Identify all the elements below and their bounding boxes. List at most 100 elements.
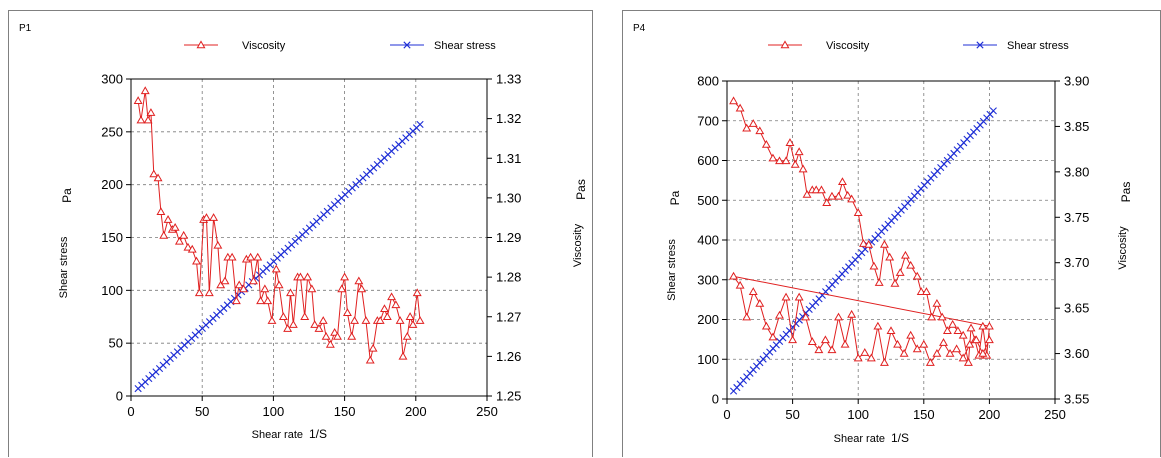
viscosity-point: [729, 96, 739, 105]
viscosity-point: [906, 260, 916, 269]
viscosity-point: [391, 300, 401, 309]
chart-panel-p4: P4 0 100 200 300 400 500 600 700 800 3.55 3.60 3.65…: [622, 10, 1161, 457]
viscosity-point: [958, 330, 968, 339]
viscosity-point: [885, 252, 895, 261]
viscosity-point: [748, 287, 758, 295]
viscosity-point: [879, 358, 889, 366]
y-left-axis-label: Shear stress: [58, 236, 70, 298]
y-right-axis-label: Viscosity: [572, 223, 584, 267]
x-tick-label: 100: [263, 404, 285, 419]
viscosity-point: [227, 252, 237, 261]
viscosity-point: [925, 358, 935, 366]
y-left-axis-unit: Pa: [60, 188, 74, 203]
x-axis-unit: 1/S: [891, 431, 909, 445]
viscosity-point: [204, 288, 214, 297]
viscosity-point: [202, 213, 211, 221]
viscosity-point: [209, 213, 219, 221]
y-right-tick-label: 1.31: [496, 151, 521, 166]
y-left-tick-label: 200: [697, 312, 719, 327]
viscosity-point: [811, 185, 821, 194]
viscosity-point: [278, 312, 288, 320]
viscosity-point: [260, 284, 270, 293]
viscosity-point: [874, 278, 884, 286]
viscosity-point: [866, 353, 876, 362]
viscosity-point: [143, 115, 153, 124]
viscosity-point: [163, 215, 173, 223]
viscosity-point: [939, 338, 948, 346]
viscosity-point: [807, 337, 817, 345]
x-tick-label: 0: [127, 404, 134, 419]
viscosity-point: [408, 320, 418, 328]
viscosity-point: [271, 264, 281, 273]
viscosity-point: [274, 280, 284, 289]
viscosity-point: [192, 256, 201, 265]
legend-viscosity-label: Viscosity: [242, 40, 286, 52]
y-left-tick-label: 800: [697, 74, 719, 89]
viscosity-point: [780, 40, 790, 49]
viscosity-point: [133, 96, 143, 104]
viscosity-point: [785, 138, 795, 146]
y-left-tick-label: 0: [116, 389, 123, 404]
viscosity-point: [984, 321, 994, 330]
y-left-tick-label: 700: [697, 113, 719, 128]
viscosity-point: [361, 316, 371, 324]
viscosity-point: [140, 86, 150, 95]
y-left-axis-label: Shear stress: [666, 239, 678, 301]
viscosity-point: [840, 339, 850, 348]
viscosity-point: [253, 252, 263, 261]
viscosity-point: [919, 339, 929, 348]
viscosity-point: [283, 324, 293, 332]
legend-shear-stress-marker: [403, 41, 411, 49]
viscosity-point: [267, 316, 277, 324]
viscosity-point: [357, 284, 367, 293]
viscosity-point: [310, 320, 320, 328]
y-right-tick-label: 3.80: [1064, 164, 1089, 179]
viscosity-point: [179, 230, 189, 239]
viscosity-point: [340, 272, 350, 281]
viscosity-point: [834, 312, 843, 321]
shear-stress-point: [416, 120, 424, 129]
y-right-tick-label: 1.28: [496, 270, 521, 285]
viscosity-point: [256, 296, 266, 305]
viscosity-point: [978, 348, 988, 357]
viscosity-point: [858, 239, 868, 247]
viscosity-point: [837, 177, 847, 186]
viscosity-point: [405, 312, 415, 320]
viscosity-point: [794, 292, 804, 301]
viscosity-point: [729, 271, 739, 280]
x-tick-label: 250: [1044, 407, 1066, 422]
viscosity-point: [213, 240, 223, 249]
viscosity-point: [300, 312, 310, 320]
viscosity-point: [798, 164, 808, 173]
viscosity-point: [801, 312, 811, 321]
viscosity-point: [834, 191, 843, 200]
viscosity-point: [325, 339, 335, 348]
viscosity-point: [790, 159, 800, 168]
viscosity-point: [958, 353, 968, 362]
y-left-tick-label: 150: [101, 230, 123, 245]
viscosity-point: [196, 40, 206, 49]
viscosity-point: [239, 284, 248, 293]
viscosity-point: [412, 288, 422, 297]
viscosity-point: [963, 358, 973, 366]
viscosity-point: [146, 108, 156, 116]
y-right-tick-label: 3.60: [1064, 346, 1089, 361]
viscosity-point: [971, 335, 981, 344]
y-right-tick-label: 3.55: [1064, 392, 1089, 407]
viscosity-point: [375, 316, 385, 324]
viscosity-point: [149, 169, 159, 178]
viscosity-point: [347, 331, 357, 340]
y-right-tick-label: 3.70: [1064, 255, 1089, 270]
viscosity-point: [398, 351, 408, 360]
y-right-tick-label: 1.32: [496, 111, 521, 126]
viscosity-point: [303, 272, 313, 281]
viscosity-point: [966, 323, 976, 332]
viscosity-point: [912, 344, 922, 353]
viscosity-point: [314, 324, 324, 332]
viscosity-point: [174, 236, 184, 245]
viscosity-point: [781, 156, 791, 165]
viscosity-point: [159, 230, 169, 239]
viscosity-point: [194, 288, 204, 297]
chart-svg: 0 50 100 150 200 250 300 1.25 1.26 1.27 1.28 1.29 1.…: [58, 40, 588, 441]
viscosity-point: [183, 242, 193, 251]
